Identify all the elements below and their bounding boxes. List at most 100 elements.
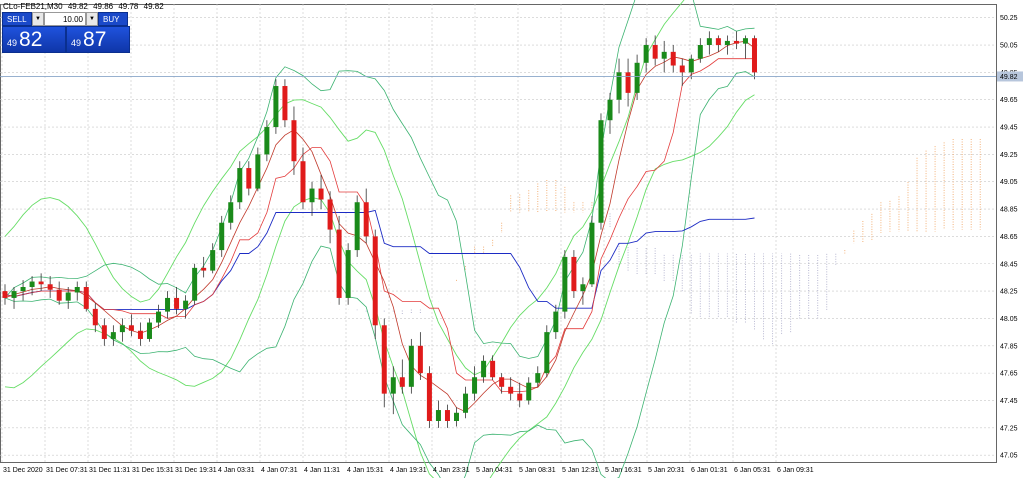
grid <box>0 4 997 463</box>
candle-body <box>47 284 53 290</box>
candle <box>426 366 432 428</box>
candle <box>228 195 234 230</box>
candle <box>544 325 550 378</box>
chevron-down-icon[interactable]: ▼ <box>32 12 44 26</box>
candle-body <box>219 222 225 251</box>
candle-body <box>607 99 613 121</box>
candle-body <box>300 161 306 203</box>
one-click-trading-panel: SELL ▼ 10.00 ▼ BUY 49 82 49 87 <box>2 12 130 53</box>
candle-body <box>535 373 541 383</box>
candle-body <box>83 287 89 309</box>
candle-body <box>652 45 658 59</box>
candle-body <box>246 168 252 189</box>
ichimoku-cloud <box>356 139 981 345</box>
candle <box>444 404 450 428</box>
candle <box>562 250 568 319</box>
price-tick-label: 49.25 <box>1000 152 1018 159</box>
price-tick-label: 48.25 <box>1000 289 1018 296</box>
candle <box>580 277 586 305</box>
chevron-down-icon[interactable]: ▼ <box>86 12 98 26</box>
candle <box>652 35 658 66</box>
candle <box>607 92 613 134</box>
candle <box>246 161 252 196</box>
candle <box>11 287 17 309</box>
price-tick-label: 47.25 <box>1000 425 1018 432</box>
candle-body <box>454 412 459 421</box>
candle <box>625 58 631 107</box>
candle <box>219 215 225 257</box>
ohlc-low: 49.78 <box>118 2 139 11</box>
current-price-marker <box>997 71 1023 82</box>
candle-body <box>643 45 649 63</box>
candle-body <box>363 202 369 237</box>
time-tick-label: 5 Jan 12:31 <box>562 467 599 474</box>
candle <box>119 318 125 342</box>
candle-body <box>679 65 685 73</box>
buy-button[interactable]: BUY <box>98 12 128 26</box>
candle <box>454 407 459 427</box>
candle <box>174 287 180 315</box>
candle-body <box>661 51 667 59</box>
candle <box>616 58 622 114</box>
candle <box>56 281 62 305</box>
candle <box>408 338 414 394</box>
ohlc-open: 49.82 <box>67 2 88 11</box>
candle-body <box>174 297 180 309</box>
candle-body <box>490 360 496 378</box>
lot-size-input[interactable]: 10.00 <box>44 12 86 26</box>
candle-body <box>580 284 586 292</box>
candle <box>670 45 676 73</box>
ask-price-box[interactable]: 49 87 <box>66 26 130 53</box>
time-tick-label: 6 Jan 09:31 <box>777 467 814 474</box>
time-tick-label: 31 Dec 15:31 <box>132 467 174 474</box>
candle <box>264 120 270 162</box>
bollinger-lower-line <box>4 71 755 478</box>
candle-body <box>751 38 757 73</box>
candle-body <box>264 127 270 155</box>
candle-body <box>2 291 8 298</box>
candle <box>183 295 189 319</box>
candles <box>2 31 757 428</box>
candle-body <box>65 292 71 301</box>
candle <box>20 280 26 301</box>
price-tick-label: 48.05 <box>1000 316 1018 323</box>
candle <box>354 195 360 257</box>
candle <box>688 54 694 80</box>
candle <box>463 386 469 419</box>
price-tick-label: 49.05 <box>1000 179 1018 186</box>
candle-body <box>435 410 441 421</box>
candle-body <box>11 291 17 298</box>
candle-body <box>345 250 351 298</box>
candle <box>318 174 324 210</box>
candle <box>526 377 532 405</box>
time-tick-label: 4 Jan 23:31 <box>433 467 470 474</box>
price-tick-label: 50.05 <box>1000 43 1018 50</box>
candle <box>490 355 496 380</box>
candle <box>472 366 478 401</box>
candle <box>363 188 369 244</box>
candle-body <box>119 325 125 333</box>
candle-body <box>110 332 116 339</box>
price-tick-label: 48.85 <box>1000 207 1018 214</box>
candle-body <box>426 373 432 421</box>
candle-body <box>318 188 324 200</box>
candle-body <box>688 58 694 73</box>
axes: 50.2550.0549.8549.6549.4549.2549.0548.85… <box>0 15 1023 474</box>
price-tick-label: 47.05 <box>1000 453 1018 460</box>
candle-body <box>309 188 315 203</box>
candle-body <box>553 311 559 333</box>
sell-button[interactable]: SELL <box>2 12 32 26</box>
time-tick-label: 6 Jan 01:31 <box>691 467 728 474</box>
bid-price-box[interactable]: 49 82 <box>2 26 66 53</box>
current-price-label: 49.82 <box>1000 74 1018 81</box>
candle <box>237 161 243 210</box>
candle-body <box>165 297 171 312</box>
candle <box>210 243 216 274</box>
candle-body <box>517 393 523 401</box>
candle-body <box>526 382 532 401</box>
candle <box>553 304 559 339</box>
time-tick-label: 4 Jan 19:31 <box>390 467 427 474</box>
candle-body <box>228 202 234 223</box>
